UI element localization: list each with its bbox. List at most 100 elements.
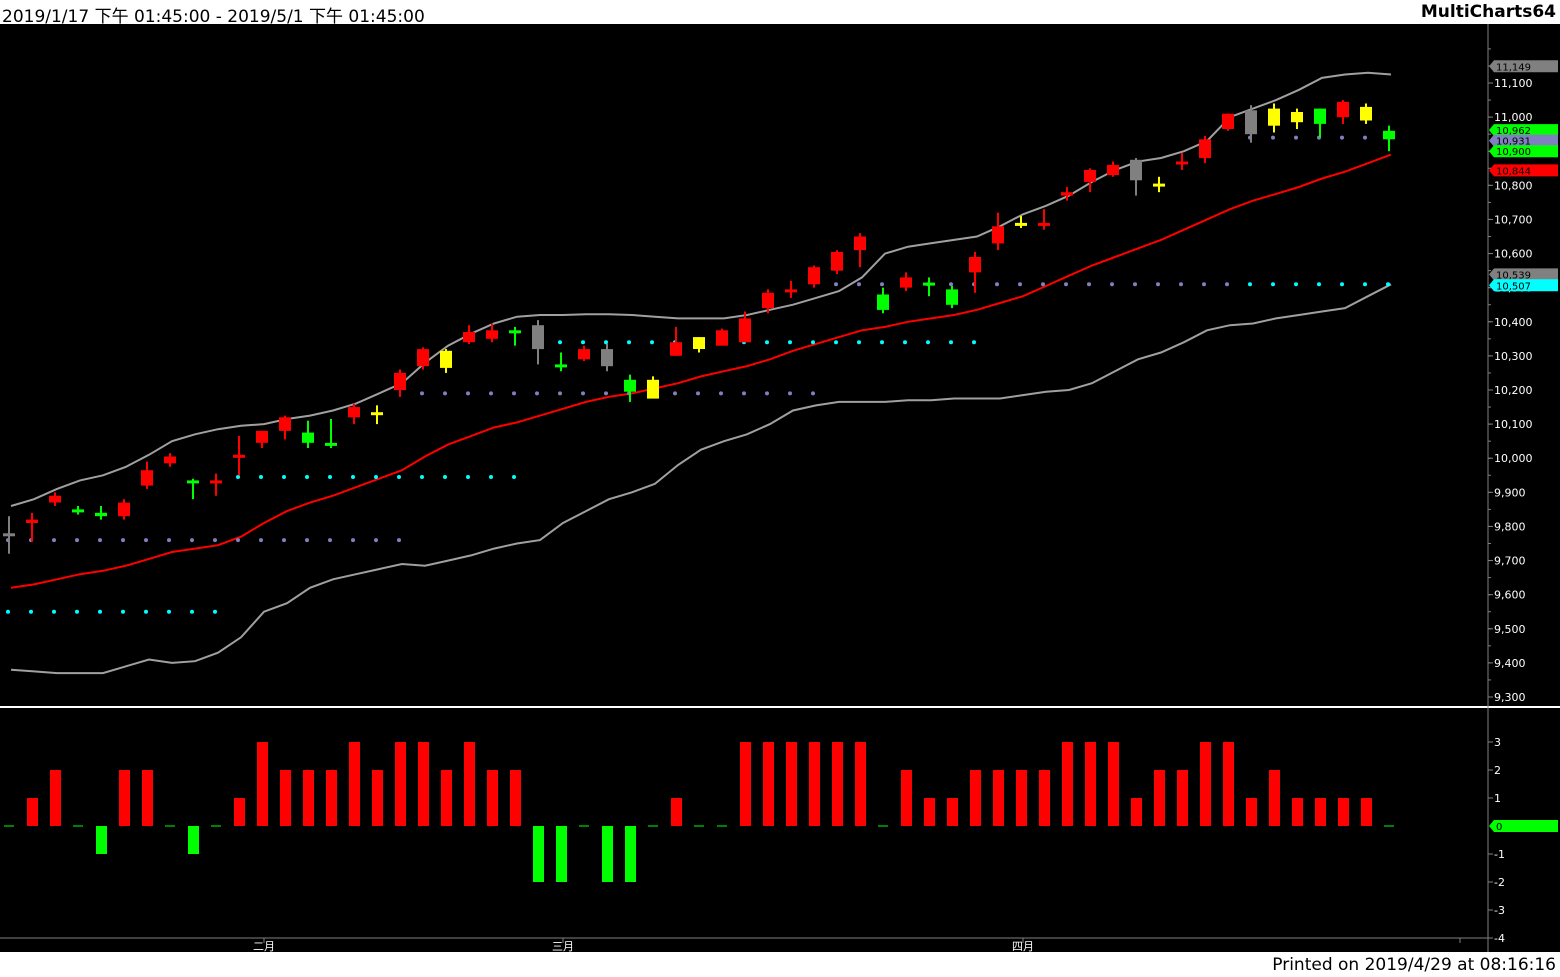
candle[interactable] [279, 415, 291, 440]
osc-bar[interactable] [1177, 770, 1188, 826]
osc-bar[interactable] [1361, 798, 1372, 826]
candle[interactable] [417, 347, 429, 370]
candle[interactable] [49, 492, 61, 506]
candle[interactable] [233, 436, 245, 476]
osc-bar[interactable] [970, 770, 981, 826]
chart-canvas[interactable]: 9,300 9,400 9,500 9,600 9,700 9,800 9,900 10,00… [0, 24, 1560, 952]
candle[interactable] [854, 233, 866, 268]
candle[interactable] [210, 473, 222, 496]
candle[interactable] [1015, 216, 1027, 228]
osc-bar[interactable] [1338, 798, 1349, 826]
osc-bar[interactable] [326, 770, 337, 826]
candle[interactable] [348, 403, 360, 425]
candle[interactable] [1199, 135, 1211, 164]
osc-bar[interactable] [1039, 770, 1050, 826]
candle[interactable] [1245, 105, 1257, 143]
candle[interactable] [969, 251, 981, 293]
candle[interactable] [877, 287, 889, 314]
osc-bar[interactable] [349, 742, 360, 826]
candle[interactable] [992, 212, 1004, 251]
candle[interactable] [900, 272, 912, 292]
candle[interactable] [509, 326, 521, 346]
osc-bar[interactable] [234, 798, 245, 826]
candle[interactable] [1268, 103, 1280, 133]
candle[interactable] [578, 345, 590, 362]
candle[interactable] [762, 289, 774, 314]
osc-bar[interactable] [142, 770, 153, 826]
candle[interactable] [141, 461, 153, 489]
osc-bar[interactable] [1016, 770, 1027, 826]
osc-bar[interactable] [418, 742, 429, 826]
candle[interactable] [72, 505, 84, 515]
osc-bar[interactable] [188, 826, 199, 854]
candle[interactable] [1107, 161, 1119, 177]
osc-bar[interactable] [119, 770, 130, 826]
osc-bar[interactable] [1108, 742, 1119, 826]
candle[interactable] [463, 325, 475, 344]
osc-bar[interactable] [1246, 798, 1257, 826]
candle[interactable] [601, 343, 613, 372]
osc-bar[interactable] [924, 798, 935, 826]
candle[interactable] [923, 277, 935, 297]
osc-bar[interactable] [372, 770, 383, 826]
candle[interactable] [325, 418, 337, 448]
candle[interactable] [187, 478, 199, 500]
osc-bar[interactable] [1223, 742, 1234, 826]
candle[interactable] [670, 326, 682, 356]
candle[interactable] [716, 328, 728, 346]
osc-bar[interactable] [740, 742, 751, 826]
candle[interactable] [785, 280, 797, 298]
osc-bar[interactable] [487, 770, 498, 826]
osc-bar[interactable] [464, 742, 475, 826]
candle[interactable] [371, 405, 383, 425]
osc-bar[interactable] [303, 770, 314, 826]
candle[interactable] [26, 512, 38, 542]
osc-bar[interactable] [1292, 798, 1303, 826]
candle[interactable] [808, 265, 820, 288]
candle[interactable] [164, 453, 176, 467]
osc-bar[interactable] [832, 742, 843, 826]
osc-bar[interactable] [947, 798, 958, 826]
candle[interactable] [95, 505, 107, 520]
osc-bar[interactable] [786, 742, 797, 826]
candle[interactable] [256, 430, 268, 448]
candle[interactable] [739, 311, 751, 343]
osc-bar[interactable] [27, 798, 38, 826]
osc-bar[interactable] [50, 770, 61, 826]
candle[interactable] [1153, 176, 1165, 193]
candle[interactable] [1337, 100, 1349, 124]
candle[interactable] [1314, 108, 1326, 138]
osc-bar[interactable] [533, 826, 544, 882]
osc-bar[interactable] [993, 770, 1004, 826]
osc-bar[interactable] [1200, 742, 1211, 826]
osc-bar[interactable] [763, 742, 774, 826]
osc-bar[interactable] [809, 742, 820, 826]
candle[interactable] [1291, 108, 1303, 130]
candle[interactable] [1383, 125, 1395, 152]
osc-bar[interactable] [510, 770, 521, 826]
candle[interactable] [1360, 103, 1372, 124]
candle[interactable] [3, 516, 15, 554]
osc-bar[interactable] [1154, 770, 1165, 826]
candle[interactable] [302, 420, 314, 448]
candle[interactable] [394, 369, 406, 397]
osc-bar[interactable] [1269, 770, 1280, 826]
osc-bar[interactable] [280, 770, 291, 826]
candle[interactable] [532, 320, 544, 365]
candle[interactable] [946, 285, 958, 309]
candle[interactable] [1084, 168, 1096, 193]
osc-bar[interactable] [855, 742, 866, 826]
candle[interactable] [440, 349, 452, 373]
osc-bar[interactable] [395, 742, 406, 826]
candle[interactable] [118, 499, 130, 520]
osc-bar[interactable] [96, 826, 107, 854]
osc-bar[interactable] [1315, 798, 1326, 826]
candle[interactable] [1222, 113, 1234, 131]
candle[interactable] [1130, 158, 1142, 196]
candle[interactable] [486, 323, 498, 343]
candle[interactable] [624, 374, 636, 402]
candle[interactable] [1038, 209, 1050, 230]
osc-bar[interactable] [671, 798, 682, 826]
osc-bar[interactable] [556, 826, 567, 882]
candle[interactable] [1061, 187, 1073, 201]
